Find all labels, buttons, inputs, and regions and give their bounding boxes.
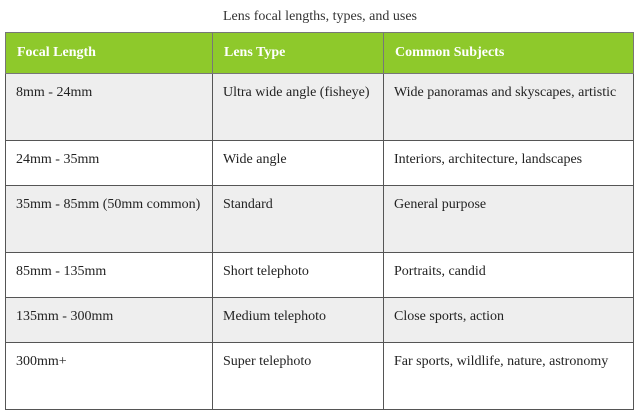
- table-caption: Lens focal lengths, types, and uses: [222, 9, 417, 24]
- cell-lens-type: Ultra wide angle (fisheye): [212, 73, 384, 141]
- cell-lens-type: Super telephoto: [212, 342, 384, 410]
- table-row: 35mm - 85mm (50mm common) Standard Gener…: [5, 185, 634, 253]
- cell-common-subjects: Wide panoramas and skyscapes, artistic: [383, 73, 634, 141]
- table-row: 85mm - 135mm Short telephoto Portraits, …: [5, 252, 634, 298]
- cell-lens-type: Wide angle: [212, 140, 384, 186]
- header-common-subjects: Common Subjects: [383, 32, 634, 74]
- lens-table: Focal Length Lens Type Common Subjects 8…: [5, 32, 634, 410]
- cell-common-subjects: Interiors, architecture, landscapes: [383, 140, 634, 186]
- cell-common-subjects: Close sports, action: [383, 297, 634, 343]
- table-header-row: Focal Length Lens Type Common Subjects: [5, 32, 634, 74]
- header-lens-type: Lens Type: [212, 32, 384, 74]
- cell-focal-length: 24mm - 35mm: [5, 140, 213, 186]
- cell-common-subjects: Portraits, candid: [383, 252, 634, 298]
- cell-common-subjects: General purpose: [383, 185, 634, 253]
- table-row: 8mm - 24mm Ultra wide angle (fisheye) Wi…: [5, 73, 634, 141]
- cell-focal-length: 35mm - 85mm (50mm common): [5, 185, 213, 253]
- cell-lens-type: Standard: [212, 185, 384, 253]
- cell-focal-length: 300mm+: [5, 342, 213, 410]
- table-row: 300mm+ Super telephoto Far sports, wildl…: [5, 342, 634, 410]
- table-row: 24mm - 35mm Wide angle Interiors, archit…: [5, 140, 634, 186]
- cell-focal-length: 8mm - 24mm: [5, 73, 213, 141]
- table-row: 135mm - 300mm Medium telephoto Close spo…: [5, 297, 634, 343]
- cell-common-subjects: Far sports, wildlife, nature, astronomy: [383, 342, 634, 410]
- cell-focal-length: 135mm - 300mm: [5, 297, 213, 343]
- cell-focal-length: 85mm - 135mm: [5, 252, 213, 298]
- cell-lens-type: Short telephoto: [212, 252, 384, 298]
- cell-lens-type: Medium telephoto: [212, 297, 384, 343]
- header-focal-length: Focal Length: [5, 32, 213, 74]
